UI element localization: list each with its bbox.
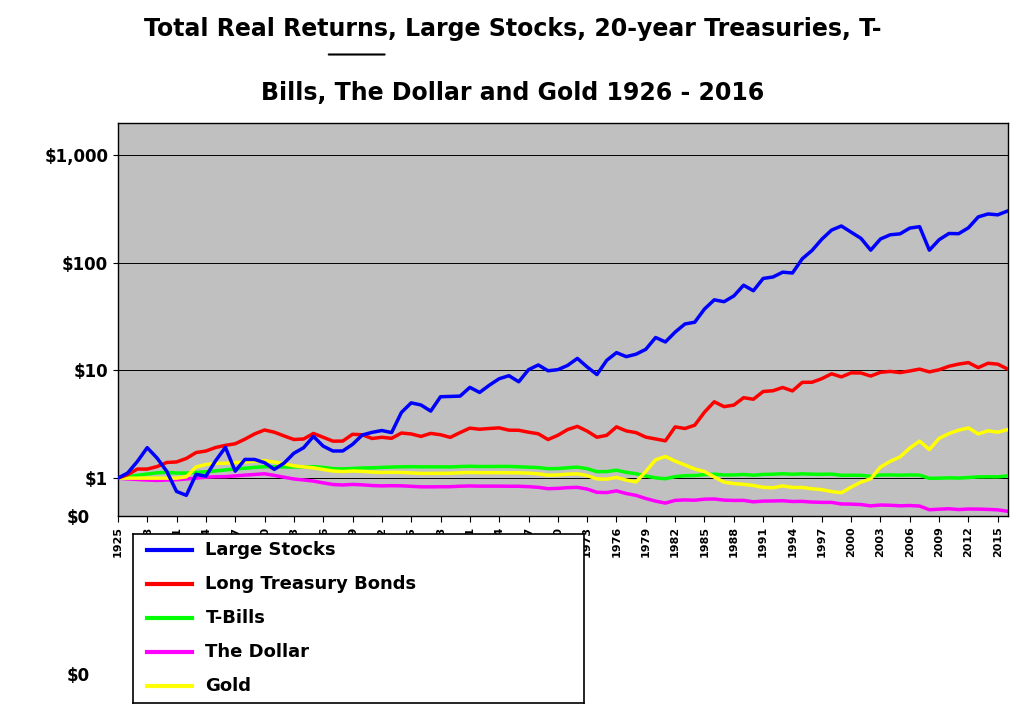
Text: Total Real Returns, Large Stocks, 20-year Treasuries, T-: Total Real Returns, Large Stocks, 20-yea… [144,17,882,40]
Text: Bills, The Dollar and Gold 1926 - 2016: Bills, The Dollar and Gold 1926 - 2016 [261,81,764,105]
Text: Long Treasury Bonds: Long Treasury Bonds [205,575,416,593]
Text: The Dollar: The Dollar [205,643,310,661]
Text: $0: $0 [67,668,90,685]
Text: Gold: Gold [205,677,251,695]
Text: T-Bills: T-Bills [205,609,265,627]
Text: Large Stocks: Large Stocks [205,541,336,559]
Text: $0: $0 [67,509,90,526]
